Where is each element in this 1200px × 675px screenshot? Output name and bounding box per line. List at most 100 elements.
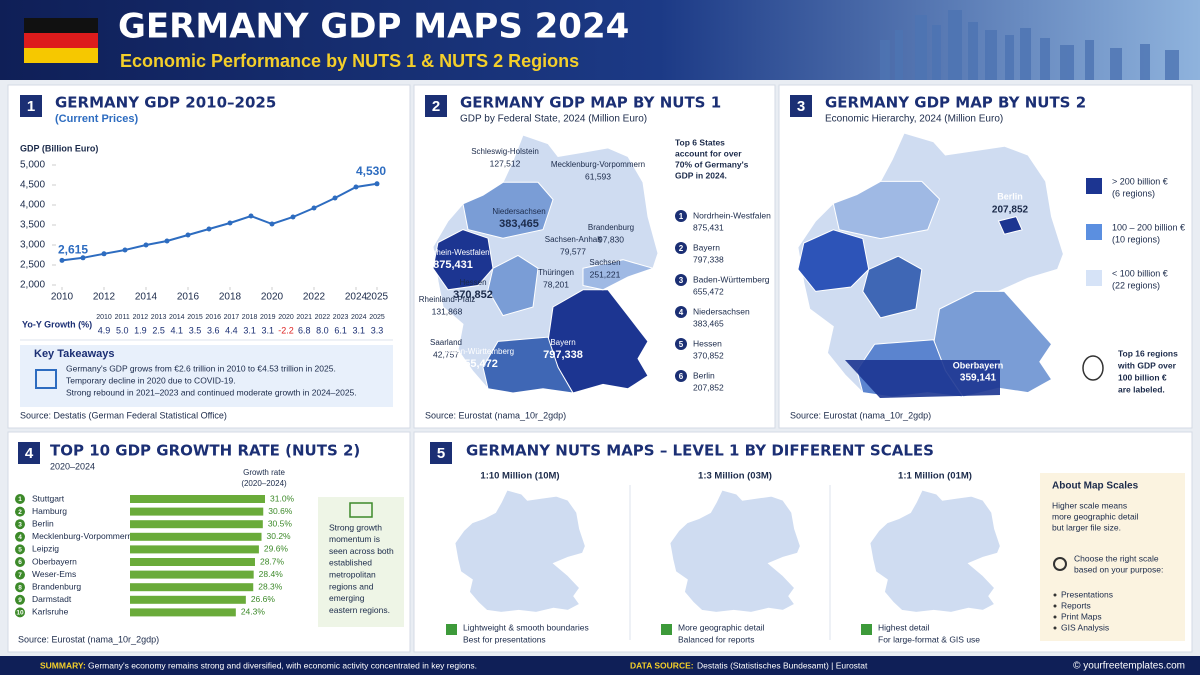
caption: For large-format & GIS use [878, 634, 980, 644]
y-tick-label: 2,000 [20, 280, 45, 291]
chart-icon [349, 502, 373, 518]
panel-number: 3 [797, 98, 805, 115]
takeaways-title: Key Takeaways [34, 348, 115, 360]
x-tick-label: 2024 [345, 292, 368, 303]
panel-subtitle: Economic Hierarchy, 2024 (Million Euro) [825, 114, 1003, 125]
page-subtitle: Economic Performance by NUTS 1 & NUTS 2 … [120, 51, 579, 71]
about-text: Higher scale means [1052, 500, 1127, 510]
note: seen across both [329, 546, 394, 556]
growth-value: 8.0 [316, 325, 329, 335]
source: Source: Destatis (German Federal Statist… [20, 410, 227, 420]
column-header: Growth rate [243, 468, 285, 477]
about-text: more geographic detail [1052, 511, 1139, 521]
map-region [583, 260, 653, 290]
scale-label: 1:3 Million (03M) [698, 471, 772, 482]
region-name: Oberbayern [953, 360, 1004, 370]
x-tick-label: 2022 [303, 292, 326, 303]
map-region [488, 255, 538, 315]
caption: Lightweight & smooth boundaries [463, 622, 589, 632]
rank-badge [15, 494, 25, 504]
top-value: 797,338 [693, 254, 724, 264]
top-value: 370,852 [693, 350, 724, 360]
skyline [880, 10, 1179, 80]
rank: 7 [18, 572, 22, 579]
y-tick-label: 3,500 [20, 220, 45, 231]
state-name: Sachsen-Anhalt [545, 235, 602, 244]
y-tick-label: 3,000 [20, 240, 45, 251]
x-tick-label: 2020 [261, 292, 284, 303]
growth-year: 2011 [115, 314, 130, 321]
icon [35, 369, 57, 389]
scale-label: 1:10 Million (10M) [480, 471, 559, 482]
panel-subtitle: GDP by Federal State, 2024 (Million Euro… [460, 114, 647, 125]
category-label: Hamburg [32, 506, 67, 516]
value-label: 28.3% [258, 581, 283, 591]
legend-swatch [1086, 270, 1102, 286]
x-tick-label: 2025 [366, 292, 389, 303]
category-label: Leipzig [32, 544, 59, 554]
state-value: 251,221 [590, 269, 621, 279]
number-badge [18, 442, 40, 464]
state-name: Bayern [550, 338, 575, 347]
rank-badge [675, 370, 687, 382]
region-value: 207,852 [992, 205, 1029, 216]
source-label: DATA SOURCE: [630, 660, 694, 670]
credit: © yourfreetemplates.com [1073, 661, 1185, 672]
category-label: Stuttgart [32, 493, 65, 503]
value-label: 4,530 [356, 164, 386, 178]
y-tick-label: 4,000 [20, 200, 45, 211]
growth-value: 3.5 [189, 325, 202, 335]
gdp-point [80, 255, 86, 261]
top-name: Bayern [693, 242, 720, 252]
category-label: Oberbayern [32, 556, 77, 566]
state-name: Rheinland-Pfalz [419, 295, 475, 304]
top-name: Baden-Württemberg [693, 274, 770, 284]
bar [130, 570, 254, 579]
takeaways-box [20, 345, 393, 407]
map-region [798, 230, 869, 292]
state-value: 131,868 [432, 306, 463, 316]
growth-year: 2023 [333, 314, 349, 321]
note-box [318, 497, 404, 627]
growth-year: 2025 [369, 314, 385, 321]
region-name: Berlin [997, 191, 1023, 201]
caption: Balanced for reports [678, 634, 755, 644]
rank-badge [675, 338, 687, 350]
footer-bg [0, 656, 1200, 675]
pin-icon [1053, 557, 1067, 571]
scale-label: 1:1 Million (01M) [898, 471, 972, 482]
rank-badge [15, 569, 25, 580]
gdp-point [311, 205, 317, 211]
panel-title: GERMANY GDP MAP BY NUTS 1 [460, 94, 721, 112]
growth-year: 2019 [260, 314, 276, 321]
top-value: 383,465 [693, 318, 724, 328]
about-text: but larger file size. [1052, 522, 1121, 532]
panel-subtitle: (Current Prices) [55, 113, 138, 125]
state-name: Hessen [459, 278, 486, 287]
note: account for over [675, 148, 742, 158]
tip: Choose the right scale [1074, 553, 1159, 563]
rank: 1 [18, 496, 22, 503]
growth-year: 2010 [96, 314, 112, 321]
state-value: 127,512 [490, 158, 521, 168]
top-name: Niedersachsen [693, 306, 750, 316]
rank-badge [675, 242, 687, 254]
growth-year: 2024 [351, 314, 367, 321]
number-badge [430, 442, 452, 464]
header-bg [0, 0, 1200, 80]
value-label: 26.6% [251, 594, 276, 604]
panel-title: GERMANY GDP 2010–2025 [55, 94, 276, 112]
note: momentum is [329, 534, 380, 544]
note: 70% of Germany's [675, 159, 749, 169]
takeaway: Strong rebound in 2021–2023 and continue… [66, 387, 357, 397]
note: established [329, 558, 372, 568]
growth-value: 4.4 [225, 325, 238, 335]
rank: 4 [679, 308, 684, 317]
legend-count: (10 regions) [1112, 234, 1160, 244]
top-name: Nordrhein-Westfalen [693, 210, 771, 220]
bar [130, 507, 264, 516]
growth-year: 2012 [133, 314, 149, 321]
caption: Best for presentations [463, 634, 546, 644]
panel-title: TOP 10 GDP GROWTH RATE (NUTS 2) [50, 442, 360, 460]
